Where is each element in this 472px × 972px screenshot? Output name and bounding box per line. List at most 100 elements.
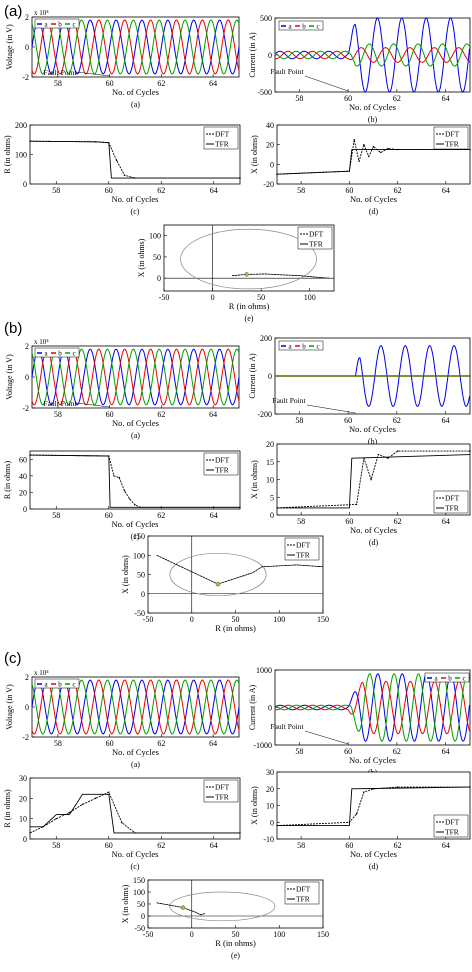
panel-caption: (b) xyxy=(368,437,378,446)
y-tick-label: 500 xyxy=(260,14,272,23)
voltage-phase-c xyxy=(31,348,240,406)
legend-label-dft: DFT xyxy=(445,818,460,827)
fault-point-arrow xyxy=(304,75,349,92)
voltage-phase-b xyxy=(31,19,240,75)
panel-caption: (d) xyxy=(369,207,379,216)
x-axis-label: No. of Cycles xyxy=(350,194,397,204)
tfr-line xyxy=(277,454,471,509)
dft-point xyxy=(134,832,136,834)
y-tick-label: -500 xyxy=(257,88,272,97)
current-phase-b xyxy=(274,47,470,63)
x-tick-label: 64 xyxy=(442,517,450,526)
x-tick-label: 60 xyxy=(105,511,113,520)
impedance-trajectory-tfr xyxy=(156,555,324,585)
y-axis-label: X (in ohms) xyxy=(121,884,130,923)
dft-point xyxy=(372,145,375,148)
dft-point xyxy=(139,506,141,509)
x-tick-label: 60 xyxy=(345,186,353,195)
legend-label-a: a xyxy=(44,350,48,358)
x-axis-label: R (in ohms) xyxy=(229,301,270,311)
x-tick-label: 58 xyxy=(54,79,62,88)
x-tick-label: 60 xyxy=(106,79,114,88)
a-RX-panel: 100 50 0 -50 0 50 100 R (in ohms) X (in ohms) (e)… xyxy=(137,224,335,323)
fault-point-label: Fault Point xyxy=(270,67,304,76)
x-tick-label: 62 xyxy=(394,841,402,850)
dft-point xyxy=(239,832,241,834)
y-tick-label: 2 xyxy=(25,673,29,682)
y-tick-label: 10 xyxy=(19,815,27,824)
legend-box xyxy=(34,18,80,29)
legend-label-dft: DFT xyxy=(215,783,230,792)
dft-line xyxy=(29,791,240,834)
dft-point xyxy=(55,817,57,820)
x-tick-label: 64 xyxy=(442,186,450,195)
y-tick-label: 20 xyxy=(266,141,274,150)
y-tick-label: 0 xyxy=(25,373,29,382)
dft-point xyxy=(348,170,351,172)
dft-point xyxy=(387,457,389,459)
legend-label-a: a xyxy=(44,21,48,29)
voltage-phase-c xyxy=(31,679,240,735)
y-axis-label: Voltage (in V) xyxy=(5,24,14,70)
x-tick-label: 62 xyxy=(394,517,402,526)
y-tick-label: 60 xyxy=(19,455,27,464)
legend-label-tfr: TFR xyxy=(215,466,229,475)
fault-point-label: Fault Point xyxy=(270,722,304,731)
y-tick-label: 2 xyxy=(25,342,29,351)
y-tick-label: 150 xyxy=(133,876,145,885)
fault-impedance-marker xyxy=(215,581,221,587)
x-tick-label: 58 xyxy=(297,186,305,195)
legend-label-tfr: TFR xyxy=(445,504,459,513)
legend-label-c: c xyxy=(316,343,319,351)
y-tick-label: 30 xyxy=(19,774,27,783)
panel-caption: (c) xyxy=(131,207,140,216)
dft-line xyxy=(276,450,470,509)
y-axis-label: Current (in A) xyxy=(248,685,257,731)
legend-label-tfr: TFR xyxy=(215,793,229,802)
legend-label-c: c xyxy=(72,21,75,29)
x-tick-label: 62 xyxy=(157,186,165,195)
y-tick-label: 0 xyxy=(270,160,274,169)
x-tick-label: 64 xyxy=(442,841,450,850)
legend-box xyxy=(34,347,80,358)
x-axis-label: No. of Cycles xyxy=(349,102,396,112)
x-tick-label: 100 xyxy=(304,293,316,302)
panel-caption: (d) xyxy=(369,862,379,871)
current-phase-b xyxy=(274,680,470,735)
panel-caption: (e) xyxy=(231,951,240,960)
dft-point xyxy=(363,143,365,146)
dft-point xyxy=(358,160,360,163)
current-phase-c xyxy=(274,43,470,67)
legend-label-c: c xyxy=(462,675,465,683)
x-tick-label: 60 xyxy=(345,841,353,850)
tfr-line xyxy=(277,786,471,827)
dft-point xyxy=(355,813,358,815)
x-tick-label: 62 xyxy=(157,841,165,850)
dft-point xyxy=(239,177,241,179)
dft-point xyxy=(387,147,389,150)
x-tick-label: 58 xyxy=(52,186,60,195)
x-tick-label: 58 xyxy=(295,94,303,103)
x-tick-label: 64 xyxy=(442,416,450,425)
legend-label-tfr: TFR xyxy=(309,240,323,249)
dft-point xyxy=(134,504,136,506)
x-tick-label: 58 xyxy=(295,416,303,425)
b-RX-panel: 150 100 50 0 -50-50 0 50 100 150 R (in ohms) X (in… xyxy=(121,532,329,633)
exponent-label: x 10⁴ xyxy=(34,669,49,677)
dft-point xyxy=(134,177,136,179)
dft-point xyxy=(355,503,358,506)
x-tick-label: 60 xyxy=(106,739,114,748)
panel-caption: (a) xyxy=(131,431,140,440)
y-tick-label: -2 xyxy=(22,404,29,413)
dft-point xyxy=(29,832,31,834)
x-tick-label: 50 xyxy=(232,615,240,624)
tfr-line xyxy=(30,793,240,834)
legend-label-a: a xyxy=(434,675,438,683)
y-axis-label: R (in ohms) xyxy=(3,461,12,500)
y-axis-label: X (in ohms) xyxy=(250,135,259,174)
panel-caption: (c) xyxy=(131,862,140,871)
y-tick-label: 10 xyxy=(266,476,274,485)
x-tick-label: 58 xyxy=(54,739,62,748)
legend-label-dft: DFT xyxy=(215,456,230,465)
section-label-b: (b) xyxy=(4,320,22,337)
